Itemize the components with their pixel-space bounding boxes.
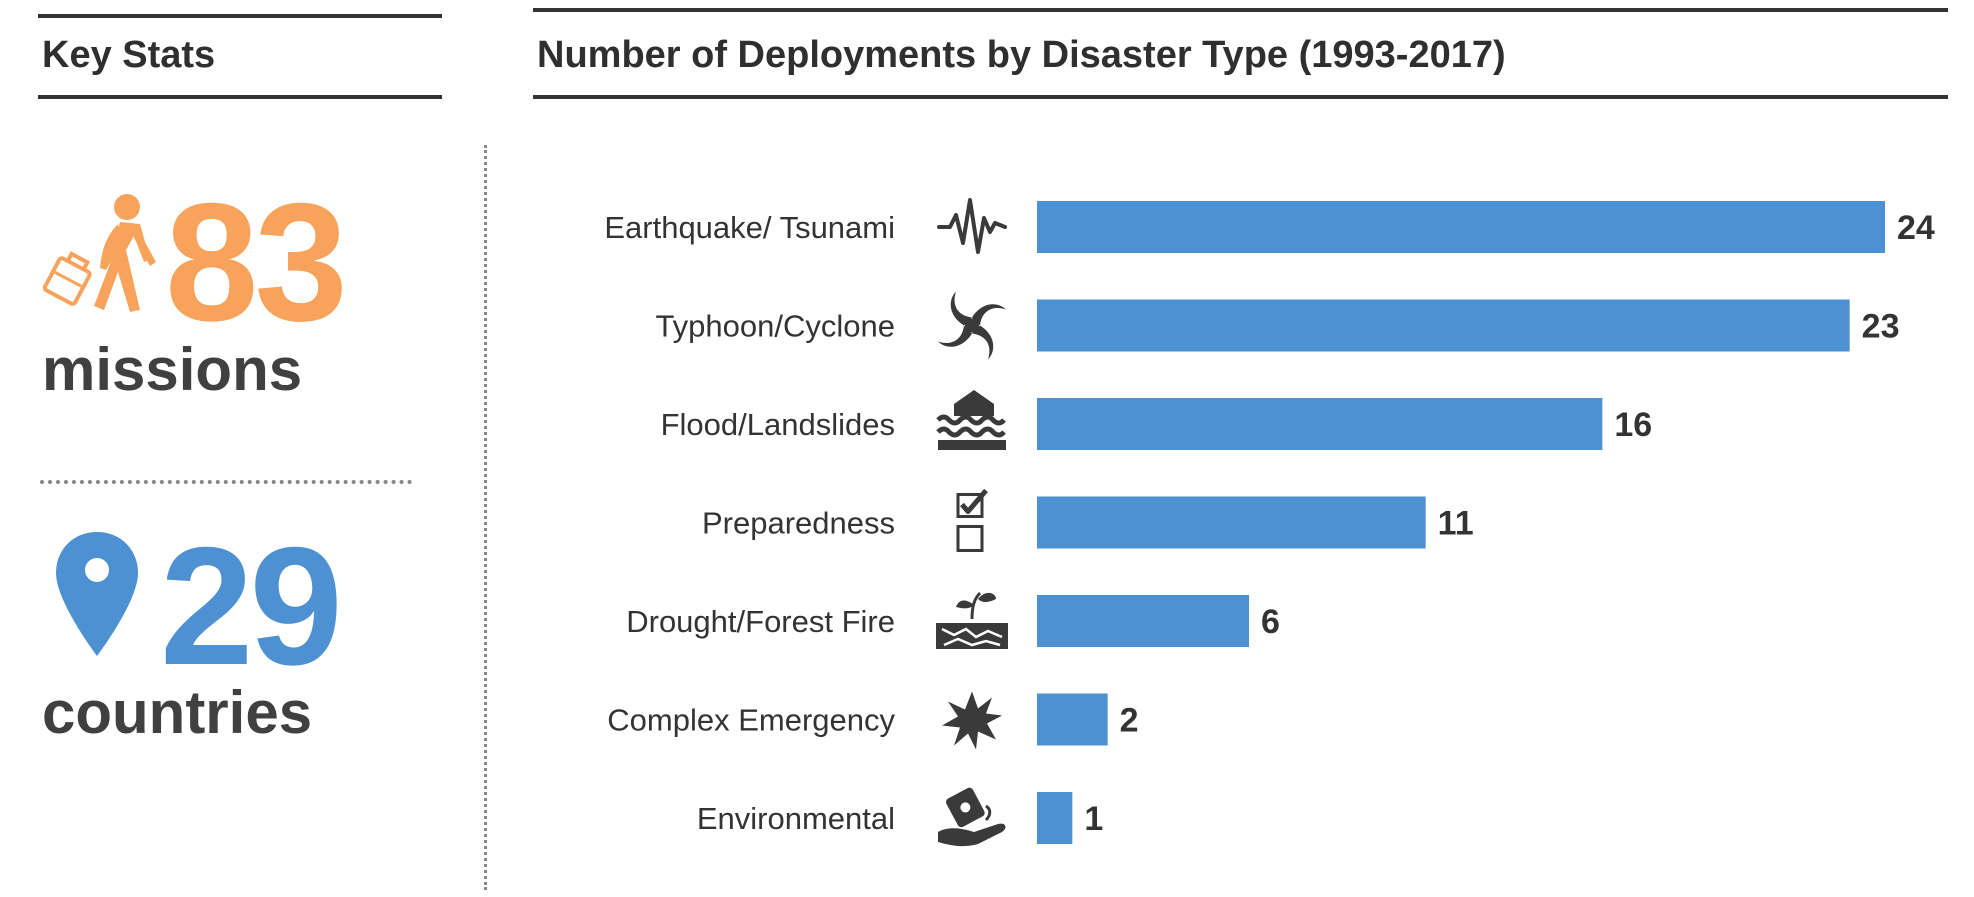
data-label: 16 xyxy=(1614,406,1652,444)
category-label: Drought/Forest Fire xyxy=(626,604,895,639)
walking-person-with-bag-icon xyxy=(42,194,156,312)
bar xyxy=(1037,792,1073,844)
data-label: 1 xyxy=(1084,800,1103,838)
data-label: 6 xyxy=(1261,603,1280,641)
drought-plant-icon xyxy=(934,591,1010,651)
panel-divider xyxy=(484,145,487,890)
data-label: 23 xyxy=(1862,308,1900,346)
key-stats-bottom-rule xyxy=(38,95,442,99)
chart-top-rule xyxy=(533,8,1948,12)
countries-count: 29 xyxy=(160,512,343,700)
cyclone-icon xyxy=(938,291,1006,360)
deployments-bar-chart: Earthquake/ Tsunami 24 Typhoon/Cyclone 23 Fl… xyxy=(604,198,1935,848)
category-label: Typhoon/Cyclone xyxy=(655,309,895,344)
bar xyxy=(1037,201,1885,253)
bar xyxy=(1037,693,1108,746)
explosion-icon xyxy=(942,691,1002,750)
category-label: Complex Emergency xyxy=(607,703,895,738)
bar xyxy=(1037,299,1850,352)
missions-count: 83 xyxy=(165,168,348,356)
bar xyxy=(1037,496,1426,549)
data-label: 11 xyxy=(1438,505,1474,543)
flooded-house-icon xyxy=(938,390,1006,450)
category-label: Flood/Landslides xyxy=(661,407,895,442)
category-label: Environmental xyxy=(697,801,895,836)
data-label: 2 xyxy=(1120,702,1139,740)
bar xyxy=(1037,595,1249,647)
data-label: 24 xyxy=(1897,209,1935,247)
missions-label: missions xyxy=(42,336,303,403)
category-label: Earthquake/ Tsunami xyxy=(604,210,895,245)
stats-divider xyxy=(40,480,412,484)
chart-bottom-rule xyxy=(533,95,1948,99)
checklist-icon xyxy=(958,491,986,551)
category-label: Preparedness xyxy=(702,506,895,541)
spilled-barrel-hand-icon xyxy=(936,784,1007,848)
map-pin-icon xyxy=(56,532,138,656)
key-stats-top-rule xyxy=(38,14,442,18)
countries-label: countries xyxy=(42,679,313,746)
bar xyxy=(1037,398,1603,450)
key-stats-heading: Key Stats xyxy=(42,34,216,76)
seismograph-icon xyxy=(937,198,1007,254)
chart-title: Number of Deployments by Disaster Type (… xyxy=(537,34,1506,76)
